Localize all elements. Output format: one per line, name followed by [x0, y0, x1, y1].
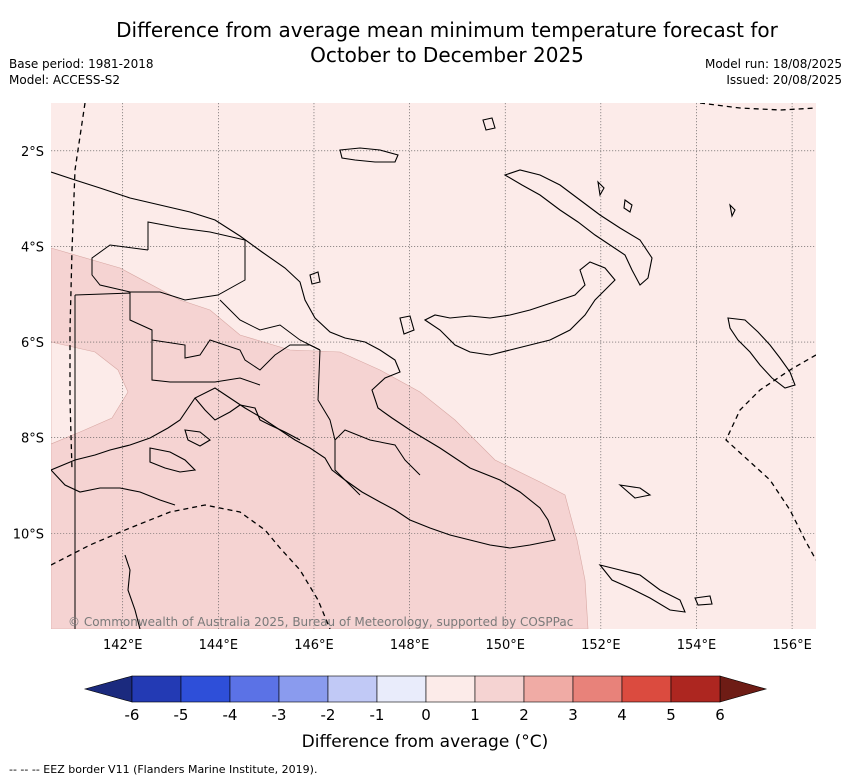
manus-island — [339, 147, 399, 163]
colorbar-tick-label: 4 — [617, 706, 627, 724]
meta-right: Model run: 18/08/2025 Issued: 20/08/2025 — [705, 56, 842, 88]
coastlines — [51, 117, 796, 629]
model-name: Model: ACCESS-S2 — [9, 73, 121, 87]
eez-east — [725, 354, 816, 561]
map-title: Difference from average mean minimum tem… — [0, 18, 850, 68]
border-western-province — [74, 292, 261, 386]
colorbar-segment — [425, 675, 476, 703]
colorbar-segment — [229, 675, 280, 703]
fly-river-delta — [149, 429, 211, 473]
meta-left: Base period: 1981-2018 Model: ACCESS-S2 — [9, 56, 154, 88]
colorbar-tick-label: -6 — [125, 706, 140, 724]
eez-borders — [51, 103, 816, 629]
bougainville — [727, 317, 796, 389]
eez-west — [69, 103, 86, 471]
colorbar-tick-label: 2 — [519, 706, 529, 724]
new-britain — [423, 261, 616, 356]
colorbar-segment — [474, 675, 525, 703]
gridlines — [51, 103, 816, 629]
colorbar-over-arrow — [719, 675, 768, 703]
lat-tick-label: 2°S — [21, 145, 44, 160]
colorbar-tick-label: -5 — [174, 706, 189, 724]
eez-south — [51, 504, 331, 629]
anomaly-zone-1-2 — [51, 247, 589, 629]
colorbar-tick-label: -1 — [370, 706, 385, 724]
colorbar-segment — [180, 675, 231, 703]
eez-footnote: -- -- -- EEZ border V11 (Flanders Marine… — [9, 763, 318, 776]
lon-tick-label: 146°E — [294, 638, 334, 653]
colorbar: -6 -5 -4 -3 -2 -1 0 1 2 3 4 5 6 — [83, 675, 768, 724]
lon-tick-label: 142°E — [103, 638, 143, 653]
colorbar-tick-label: 1 — [470, 706, 480, 724]
border-oro — [334, 440, 361, 496]
lon-tick-label: 150°E — [485, 638, 525, 653]
colorbar-segment — [572, 675, 623, 703]
longitude-labels: 142°E 144°E 146°E 148°E 150°E 152°E 154°E 156°E — [103, 638, 812, 653]
border-morobe — [219, 299, 321, 351]
latitude-labels: 2°S 4°S 6°S 8°S 10°S — [13, 145, 44, 543]
copyright-credit: © Commonwealth of Australia 2025, Bureau… — [68, 615, 573, 629]
lon-tick-label: 144°E — [199, 638, 239, 653]
colorbar-segment — [327, 675, 378, 703]
colorbar-tick-label: -4 — [223, 706, 238, 724]
colorbar-segment — [523, 675, 574, 703]
colorbar-segment — [131, 675, 182, 703]
colorbar-tick-label: -2 — [321, 706, 336, 724]
lat-tick-label: 6°S — [21, 336, 44, 351]
colorbar-segment — [278, 675, 329, 703]
new-ireland — [503, 169, 653, 286]
colorbar-title: Difference from average (°C) — [301, 732, 549, 752]
colorbar-segment — [670, 675, 721, 703]
colorbar-under-arrow — [83, 675, 133, 703]
colorbar-tick-label: 0 — [421, 706, 431, 724]
new-guinea-north-coast — [51, 171, 556, 549]
lat-tick-label: 10°S — [13, 527, 44, 542]
gulf-of-papua-coast — [194, 397, 301, 441]
milne-bay-islands — [598, 484, 713, 613]
title-line-2: October to December 2025 — [310, 43, 584, 67]
cape-york — [124, 554, 141, 629]
title-line-1: Difference from average mean minimum tem… — [116, 18, 778, 42]
new-guinea-south-coast — [51, 469, 176, 506]
province-borders — [74, 221, 421, 629]
colorbar-segment — [621, 675, 672, 703]
border-west-sepik — [91, 221, 246, 301]
border-central — [317, 349, 421, 476]
issued-date: Issued: 20/08/2025 — [726, 73, 842, 87]
lon-tick-label: 148°E — [390, 638, 430, 653]
colorbar-tick-label: 5 — [666, 706, 676, 724]
base-period: Base period: 1981-2018 — [9, 57, 154, 71]
lon-tick-label: 154°E — [677, 638, 717, 653]
eez-north — [699, 103, 816, 111]
colorbar-tick-label: 3 — [568, 706, 578, 724]
border-highlands — [151, 339, 321, 371]
colorbar-tick-label: 6 — [715, 706, 725, 724]
colorbar-segment — [376, 675, 427, 703]
model-run: Model run: 18/08/2025 — [704, 57, 842, 71]
lon-tick-label: 156°E — [772, 638, 812, 653]
colorbar-tick-label: -3 — [272, 706, 287, 724]
lon-tick-label: 152°E — [581, 638, 621, 653]
lat-tick-label: 8°S — [21, 432, 44, 447]
lat-tick-label: 4°S — [21, 240, 44, 255]
small-islands — [309, 117, 736, 335]
